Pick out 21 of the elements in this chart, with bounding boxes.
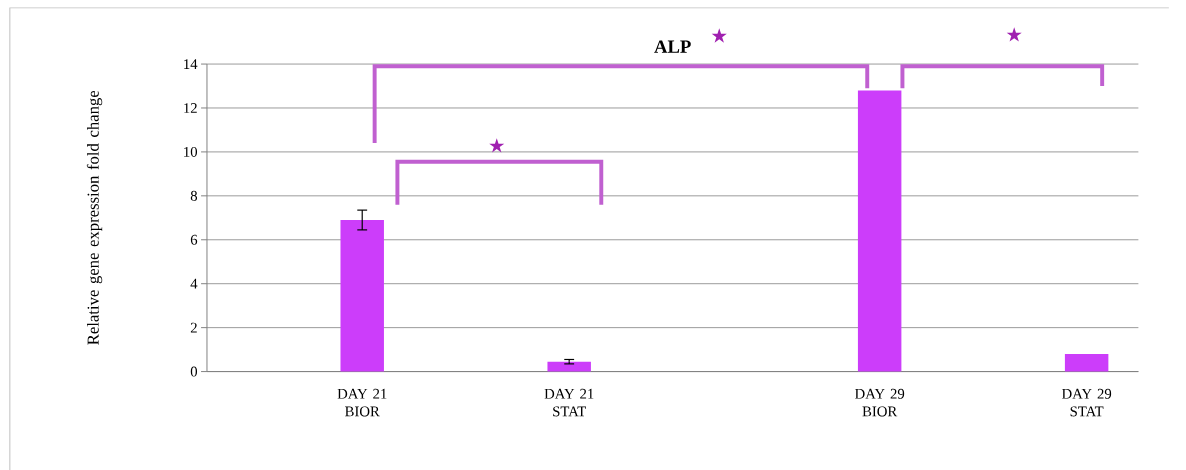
bar	[547, 361, 591, 372]
x-tick-label: DAY 21 STAT	[544, 388, 594, 417]
x-tick-label: DAY 29 BIOR	[854, 388, 905, 417]
y-tick-label: 6	[190, 234, 198, 245]
bar	[1064, 353, 1109, 372]
y-tick-label: 4	[190, 278, 198, 289]
text: ★	[711, 28, 727, 43]
y-tick-label: 12	[184, 103, 197, 113]
y-tick-label: 10	[184, 146, 198, 157]
y-tick-label: 8	[190, 190, 198, 201]
y-tick-label: 2	[190, 322, 197, 333]
x-tick-label: DAY 29 STAT	[1061, 388, 1112, 417]
y-tick-label: 14	[184, 59, 198, 69]
bar	[857, 90, 902, 372]
text: ★	[1006, 27, 1022, 42]
bar	[340, 219, 384, 372]
annotation: ★	[489, 138, 505, 153]
y-axis-title: Relative gene expression fold change	[86, 90, 103, 345]
chart-title: ALP	[654, 40, 691, 53]
y-tick-label: 0	[190, 366, 198, 377]
x-tick-label: DAY 21 BIOR	[337, 388, 387, 417]
